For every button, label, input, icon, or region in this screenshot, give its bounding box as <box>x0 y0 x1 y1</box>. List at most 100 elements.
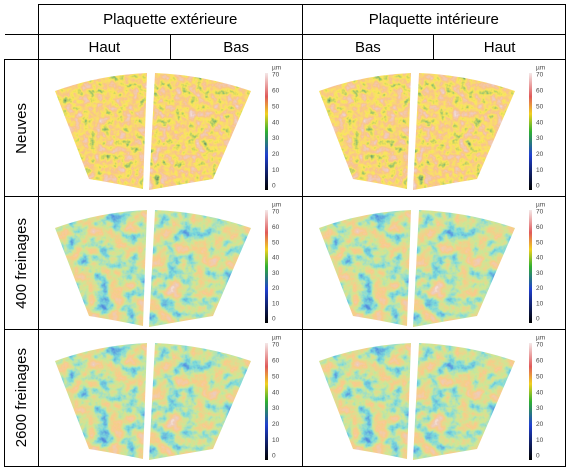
scale-unit: µm <box>536 334 545 341</box>
scale-tick-label: 40 <box>536 389 544 396</box>
scale-tick-label: 30 <box>536 135 544 142</box>
scale-tick-label: 70 <box>536 71 544 78</box>
scale-tick-label: 60 <box>536 87 544 94</box>
row-label-cell: 400 freinages <box>4 196 39 330</box>
scale-bar <box>528 209 532 323</box>
row-label-cell: 2600 freinages <box>4 329 39 467</box>
subcolumn-header: Bas <box>301 34 435 60</box>
scale-tick-label: 40 <box>272 389 280 396</box>
image-cell: µm 70 60 50 40 30 20 10 0 <box>301 59 566 197</box>
scale-tick-label: 20 <box>272 151 280 158</box>
scale-tick-label: 50 <box>272 239 280 246</box>
scale-tick-label: 10 <box>536 436 544 443</box>
scale-tick-label: 40 <box>536 254 544 261</box>
image-cell: µm 70 60 50 40 30 20 10 0 <box>301 196 566 330</box>
group-header: Plaquette extérieure <box>38 4 303 35</box>
pad-segment <box>412 342 515 460</box>
group-header: Plaquette intérieure <box>301 4 566 35</box>
scale-tick-label: 20 <box>272 421 280 428</box>
pad-segment <box>55 209 147 326</box>
pad-segment <box>55 342 147 459</box>
image-cell: µm 70 60 50 40 30 20 10 0 <box>301 329 566 467</box>
row-label: Neuves <box>13 102 30 154</box>
scale-tick-label: 70 <box>272 71 280 78</box>
pad-segment <box>412 72 515 190</box>
scale-unit: µm <box>272 64 281 71</box>
scale-tick-label: 50 <box>536 239 544 246</box>
scale-tick-label: 10 <box>272 300 280 307</box>
image-cell: µm 70 60 50 40 30 20 10 0 <box>38 329 303 467</box>
scale-tick-label: 20 <box>536 421 544 428</box>
row-label: 2600 freinages <box>13 348 30 448</box>
pad-segment <box>149 209 251 327</box>
scale-tick-label: 0 <box>272 452 276 459</box>
scale-tick-label: 0 <box>536 315 540 322</box>
pad-segment <box>149 72 251 190</box>
pad-segment <box>149 342 251 460</box>
scale-tick-label: 60 <box>272 357 280 364</box>
pad-segment <box>318 209 411 326</box>
scale-bar <box>528 72 532 190</box>
image-cell: µm 70 60 50 40 30 20 10 0 <box>38 196 303 330</box>
corner <box>4 4 39 35</box>
scale-tick-label: 20 <box>536 151 544 158</box>
scale-tick-label: 40 <box>536 119 544 126</box>
scale-unit: µm <box>272 201 281 208</box>
scale-tick-label: 10 <box>272 436 280 443</box>
scale-tick-label: 70 <box>272 208 280 215</box>
scale-tick-label: 20 <box>536 285 544 292</box>
results-table: Plaquette extérieure Plaquette intérieur… <box>4 4 566 467</box>
scale-tick-label: 60 <box>272 87 280 94</box>
scale-tick-label: 50 <box>536 373 544 380</box>
scale-tick-label: 0 <box>272 182 276 189</box>
scale-tick-label: 10 <box>272 166 280 173</box>
scale-tick-label: 50 <box>536 103 544 110</box>
row-label: 400 freinages <box>13 217 30 309</box>
scale-tick-label: 30 <box>272 135 280 142</box>
scale-tick-label: 10 <box>536 300 544 307</box>
pad-segment <box>55 72 147 189</box>
pad-segment <box>318 342 411 459</box>
scale-tick-label: 30 <box>536 269 544 276</box>
pad-segment <box>412 209 515 327</box>
scale-tick-label: 30 <box>536 405 544 412</box>
scale-unit: µm <box>272 334 281 341</box>
scale-bar <box>265 342 268 460</box>
scale-tick-label: 0 <box>536 182 540 189</box>
scale-bar <box>265 209 268 323</box>
scale-tick-label: 50 <box>272 103 280 110</box>
corner <box>4 34 39 60</box>
scale-tick-label: 0 <box>536 452 540 459</box>
scale-bar <box>265 72 268 190</box>
scale-tick-label: 30 <box>272 269 280 276</box>
scale-tick-label: 20 <box>272 285 280 292</box>
scale-tick-label: 60 <box>272 224 280 231</box>
subcolumn-header: Bas <box>169 34 303 60</box>
scale-tick-label: 70 <box>536 208 544 215</box>
scale-tick-label: 60 <box>536 357 544 364</box>
subcolumn-header: Haut <box>38 34 171 60</box>
subcolumn-header: Haut <box>433 34 566 60</box>
scale-tick-label: 50 <box>272 373 280 380</box>
scale-tick-label: 0 <box>272 315 276 322</box>
scale-tick-label: 40 <box>272 119 280 126</box>
scale-tick-label: 60 <box>536 224 544 231</box>
scale-bar <box>528 342 532 460</box>
scale-tick-label: 30 <box>272 405 280 412</box>
scale-tick-label: 70 <box>536 341 544 348</box>
scale-unit: µm <box>536 64 545 71</box>
image-cell: µm 70 60 50 40 30 20 10 0 <box>38 59 303 197</box>
scale-tick-label: 10 <box>536 166 544 173</box>
row-label-cell: Neuves <box>4 59 39 197</box>
scale-tick-label: 40 <box>272 254 280 261</box>
pad-segment <box>318 72 411 189</box>
scale-unit: µm <box>536 201 545 208</box>
scale-tick-label: 70 <box>272 341 280 348</box>
